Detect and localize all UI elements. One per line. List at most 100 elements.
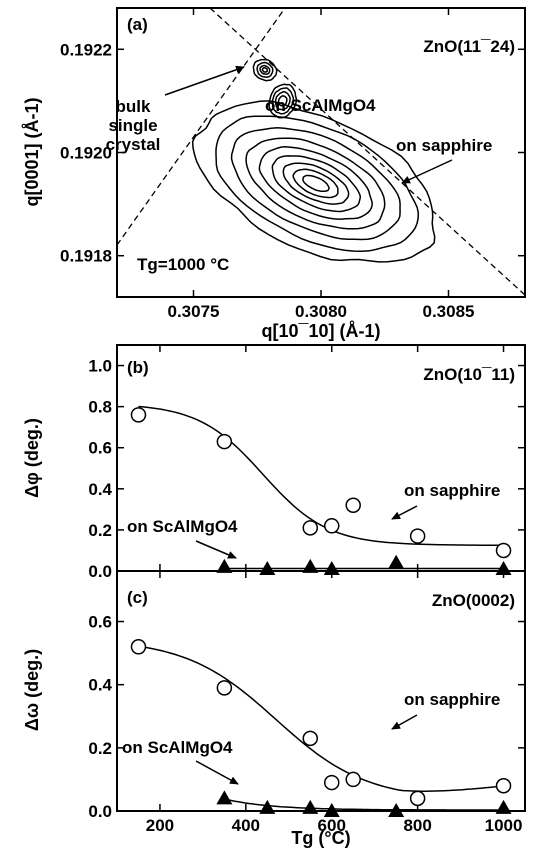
panel-b-ytick-label: 1.0 (88, 357, 112, 376)
panel-b-point-sapphire (323, 518, 340, 534)
panel-b-ytick-label: 0.4 (88, 480, 112, 499)
contour-scalmgo4 (271, 87, 295, 115)
panel-b: 0.0 0.2 0.4 0.6 0.8 1.0 (b) ZnO(10¯11) on sap… (22, 344, 526, 581)
contour-sapphire (245, 137, 386, 230)
panel-b-arrow-scalmgo4 (195, 540, 237, 559)
panel-c-arrow-scalmgo4 (195, 760, 239, 785)
panel-c-ytick-label: 0.0 (88, 802, 112, 821)
panel-a-ylabel: q[0001] (Å-1) (22, 97, 42, 206)
contour-sapphire (215, 115, 420, 253)
panel-c-point-scalmgo4 (216, 790, 233, 805)
panel-b-ytick-label: 0.6 (88, 439, 112, 458)
panel-c-point-sapphire (302, 730, 319, 747)
panel-c-xtick-label: 400 (232, 816, 260, 835)
contour-sapphire (258, 146, 373, 220)
panel-c-fit-curve (138, 645, 504, 792)
panel-a-ytick-label: 0.1920 (60, 144, 112, 163)
contour-scalmgo4 (277, 95, 288, 107)
panel-a: 0.3075 0.3080 0.3085 0.1918 0.1920 0.1922 (a)… (22, 7, 526, 341)
panel-b-point-sapphire (130, 407, 147, 423)
panel-a-ytick-label: 0.1922 (60, 40, 112, 59)
panel-c-ytick-label: 0.2 (88, 739, 112, 758)
panel-c-xtick-label: 800 (403, 816, 431, 835)
arrow-sapphire-a (401, 159, 453, 184)
panel-b-point-scalmgo4 (216, 558, 233, 573)
panel-c-xtick-label: 1000 (485, 816, 523, 835)
panel-b-fit-curve (138, 405, 504, 546)
panel-a-xtick-label: 0.3075 (168, 302, 220, 321)
panel-c-point-sapphire (345, 771, 361, 788)
panel-b-arrow-sapphire (391, 505, 418, 520)
contour-scalmgo4 (274, 91, 291, 111)
panel-c-frame (116, 570, 526, 812)
panel-a-xtick-label: 0.3080 (295, 302, 347, 321)
panel-b-ytick-label: 0.0 (88, 562, 112, 581)
panel-c-annotation-scalmgo4: on ScAlMgO4 (122, 738, 233, 757)
panel-b-point-sapphire (216, 433, 233, 450)
contour-sapphire (271, 155, 362, 213)
panel-b-title: ZnO(10¯11) (423, 365, 515, 384)
panel-c-marks (130, 639, 512, 817)
annotation-bulk-1: bulk (116, 97, 151, 116)
panel-b-ticks: 0.0 0.2 0.4 0.6 0.8 1.0 (88, 345, 525, 581)
annotation-bulk-3: crystal (106, 135, 161, 154)
contour-bulk (252, 58, 278, 82)
panel-c-xlabel: Tg (°C) (291, 828, 350, 848)
panel-c-ylabel: Δω (deg.) (22, 649, 42, 731)
contour-bulk (259, 64, 271, 75)
dashed-line-right (209, 8, 525, 296)
panel-b-point-scalmgo4 (302, 558, 319, 573)
panel-c-xtick-label: 600 (318, 816, 346, 835)
contour-sapphire (230, 127, 401, 241)
contour-plot (191, 58, 436, 263)
contour-scalmgo4 (268, 83, 298, 119)
panel-c-scalmgo-line (224, 798, 504, 811)
panel-c-point-scalmgo4 (302, 799, 319, 814)
dashed-lines (117, 8, 525, 296)
contour-sapphire (292, 168, 339, 199)
annotation-sapphire: on sapphire (396, 136, 492, 155)
panel-a-title: ZnO(11¯24) (423, 37, 515, 56)
panel-c-point-scalmgo4 (323, 803, 340, 817)
contour-bulk (256, 61, 274, 78)
panel-b-ylabel: Δφ (deg.) (22, 418, 42, 498)
panel-b-point-sapphire (302, 520, 319, 536)
panel-c-label: (c) (127, 588, 148, 607)
contour-sapphire (282, 162, 350, 205)
panel-c-point-sapphire (130, 639, 147, 655)
contour-bulk (261, 67, 269, 73)
panel-b-annotation-sapphire: on sapphire (404, 481, 500, 500)
panel-a-ticks: 0.3075 0.3080 0.3085 0.1918 0.1920 0.1922 (60, 8, 525, 321)
panel-a-xtick-label: 0.3085 (423, 302, 475, 321)
panel-c-ytick-label: 0.4 (88, 676, 112, 695)
panel-b-ytick-label: 0.8 (88, 398, 112, 417)
annotation-tg: Tg=1000 °C (137, 255, 229, 274)
panel-c-point-sapphire (495, 777, 512, 794)
panel-c-point-scalmgo4 (388, 803, 405, 817)
panel-b-point-sapphire (345, 497, 361, 514)
panel-c-arrow-sapphire (391, 714, 418, 730)
panel-b-annotation-scalmgo4: on ScAlMgO4 (127, 517, 238, 536)
panel-c: 200 400 600 800 1000 0.0 0.2 0.4 0.6 (c) ZnO(000… (22, 570, 526, 848)
contour-sapphire (191, 100, 436, 263)
panel-b-point-sapphire (409, 528, 426, 544)
panel-c-point-sapphire (409, 790, 426, 807)
panel-b-label: (b) (127, 358, 149, 377)
panel-a-ytick-label: 0.1918 (60, 247, 112, 266)
arrow-bulk (164, 65, 245, 96)
panel-b-ytick-label: 0.2 (88, 521, 112, 540)
panel-c-point-sapphire (323, 774, 340, 791)
panel-c-point-scalmgo4 (259, 799, 276, 814)
panel-c-ticks: 200 400 600 800 1000 0.0 0.2 0.4 0.6 (88, 571, 525, 835)
panel-c-point-sapphire (216, 680, 233, 696)
panel-a-label: (a) (127, 15, 148, 34)
panel-c-ytick-label: 0.6 (88, 613, 112, 632)
annotation-scalmgo4: on ScAlMgO4 (265, 96, 376, 115)
panel-b-point-sapphire (495, 542, 512, 559)
panel-c-title: ZnO(0002) (432, 591, 515, 610)
panel-b-point-scalmgo4 (388, 554, 405, 569)
panel-a-xlabel: q[10¯10] (Å-1) (262, 321, 381, 341)
contour-sapphire (302, 174, 330, 193)
panel-c-xtick-label: 200 (146, 816, 174, 835)
